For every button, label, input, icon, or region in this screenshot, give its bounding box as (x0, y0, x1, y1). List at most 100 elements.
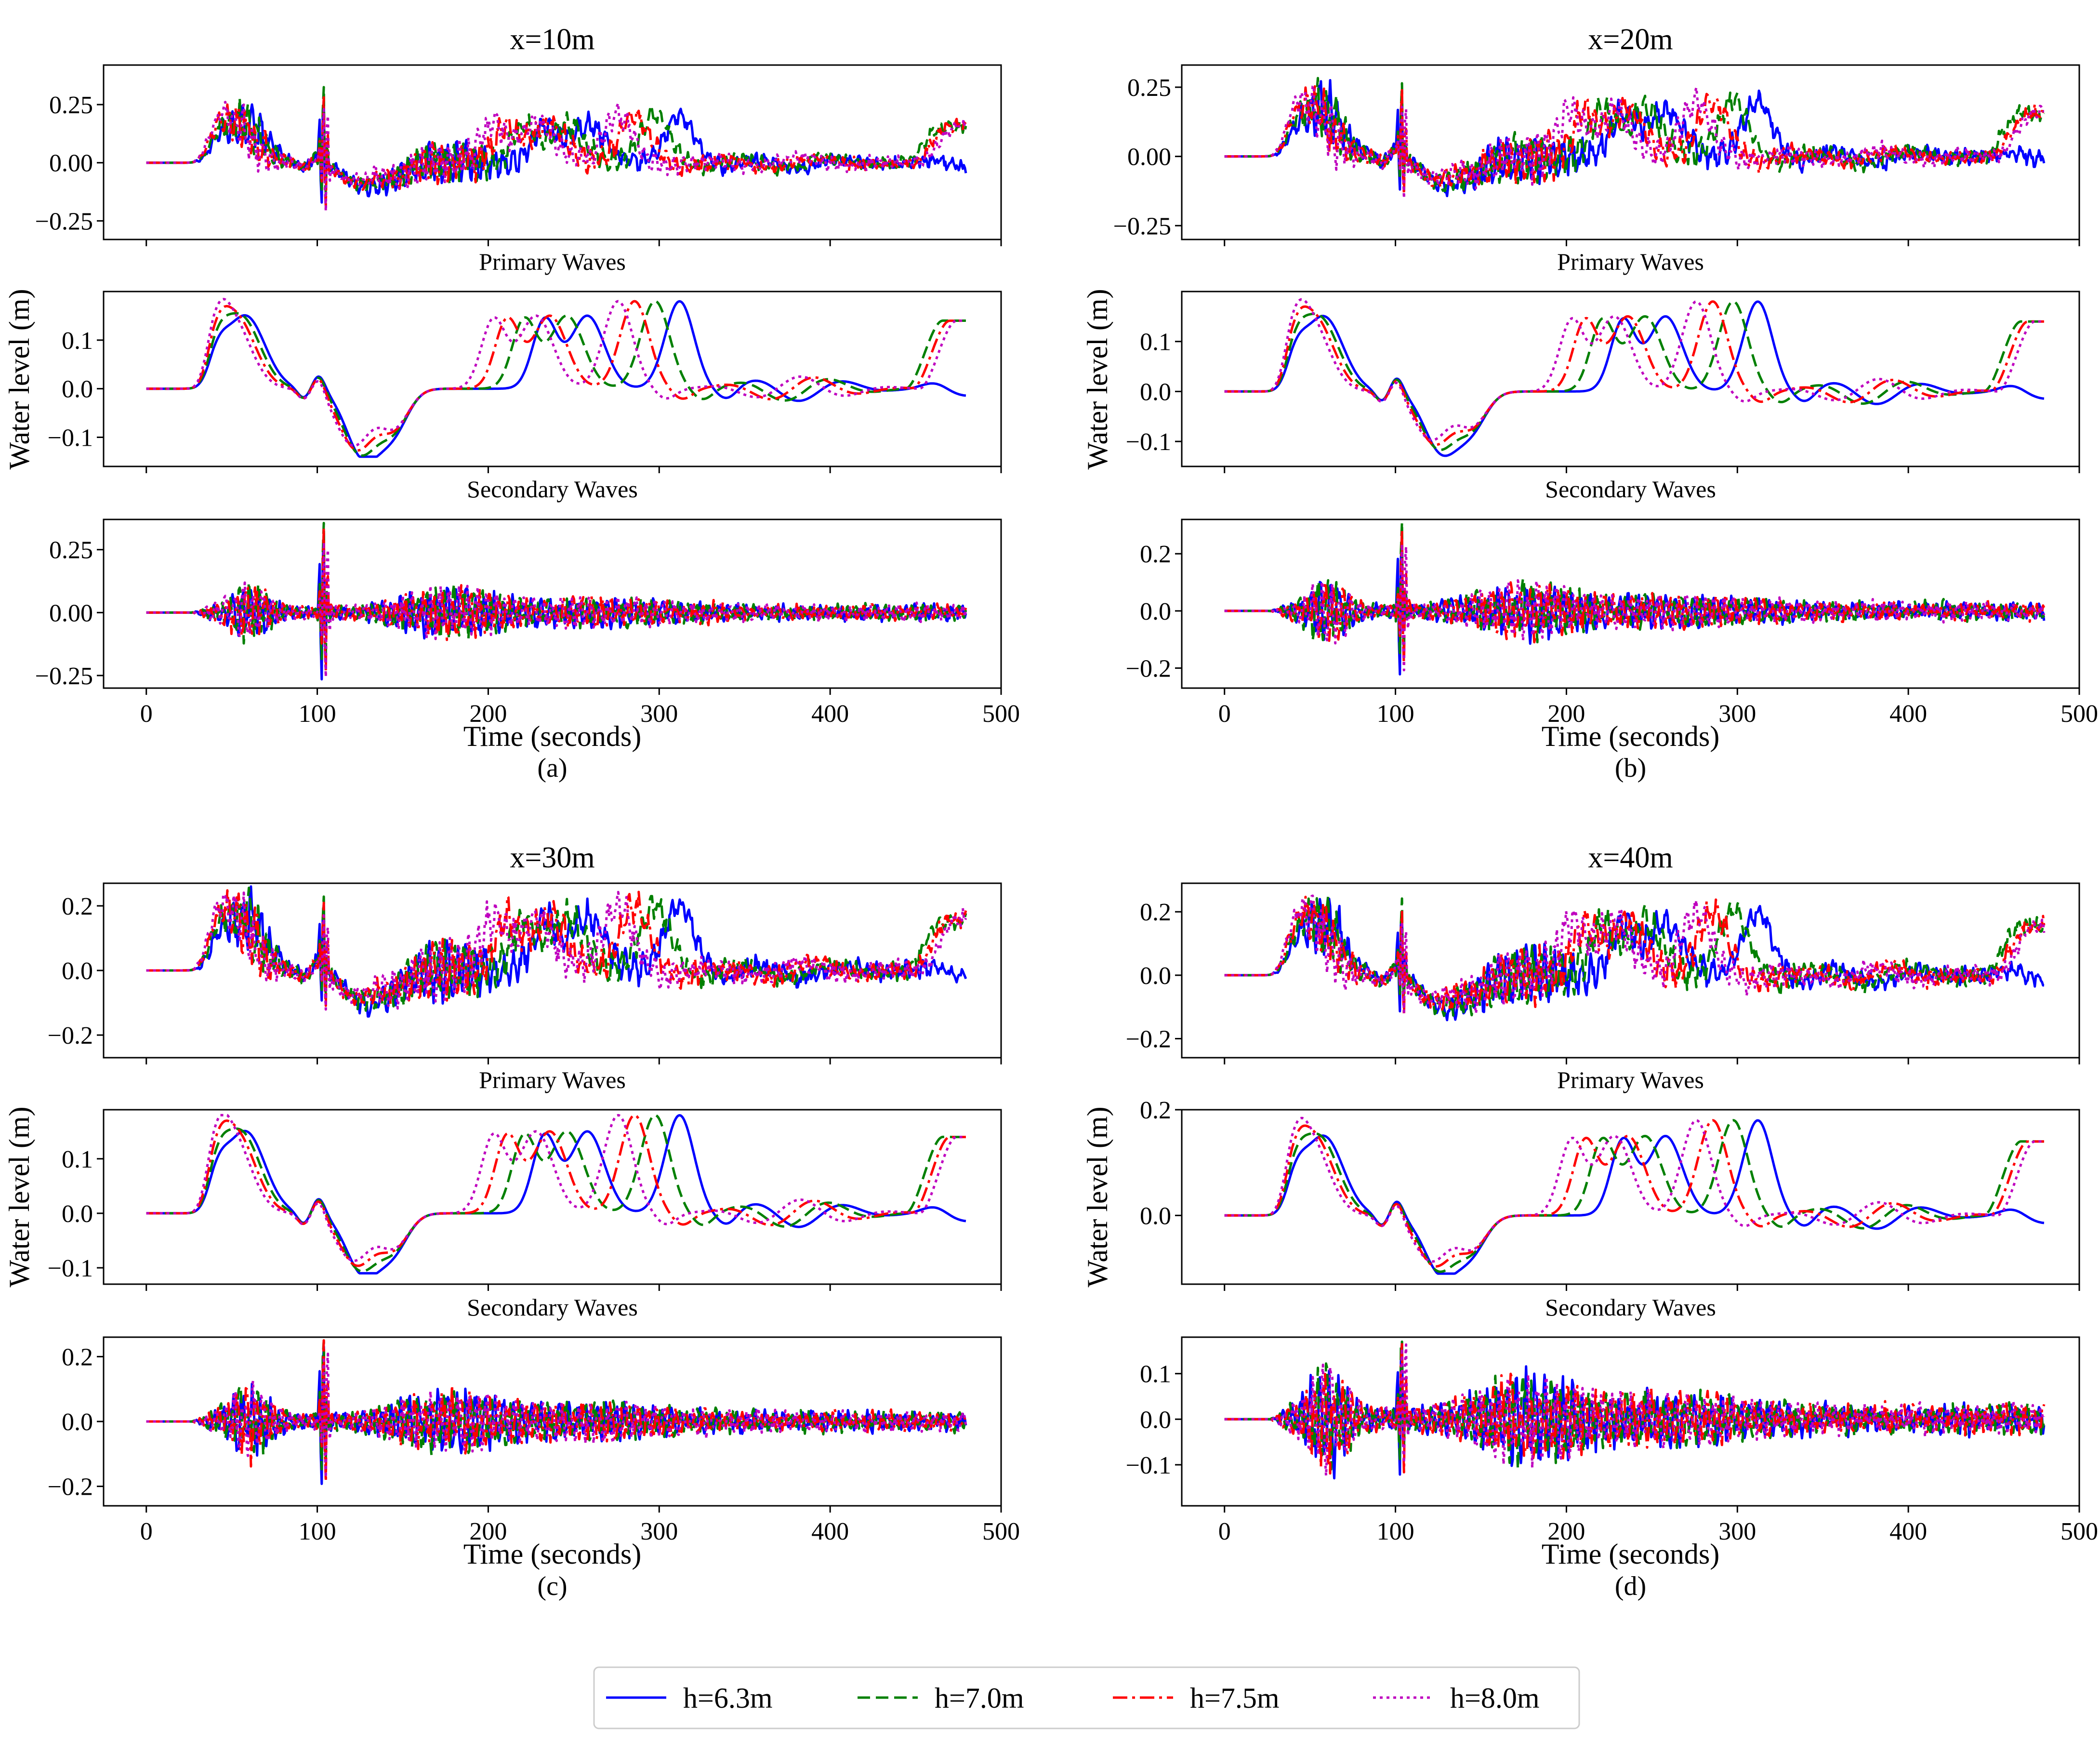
y-axis-label: Water level (m) (1082, 289, 1113, 470)
subplot-primary: Primary Waves −0.1 0.0 0.1 (1126, 248, 2080, 473)
y-tick-label: 0.2 (1140, 1097, 1171, 1124)
y-tick-label: 0.1 (1140, 1361, 1171, 1388)
series-line-h=8.0m (1224, 894, 2046, 1015)
x-tick-label: 0 (140, 1518, 153, 1545)
series-line-h=7.5m (146, 889, 967, 1007)
subplot-subtitle: Primary Waves (1557, 1066, 1704, 1093)
legend-label: h=7.5m (1190, 1682, 1280, 1714)
legend-label: h=8.0m (1450, 1682, 1540, 1714)
series-line-h=7.0m (146, 887, 967, 1012)
y-tick-label: 0.00 (49, 599, 93, 627)
y-tick-label: 0.2 (1140, 541, 1171, 568)
series-line-h=7.5m (1224, 1119, 2045, 1268)
subplot-subtitle: Secondary Waves (467, 1294, 638, 1321)
y-tick-label: −0.25 (35, 208, 93, 235)
x-tick-label: 400 (1889, 1518, 1927, 1545)
series-line-h=7.0m (146, 300, 966, 457)
panel-title: x=20m (1588, 23, 1673, 56)
legend-entry: h=7.5m (1113, 1682, 1280, 1714)
x-tick-label: 500 (2060, 1518, 2098, 1545)
x-tick-label: 100 (1377, 700, 1414, 728)
series-line-h=7.5m (1224, 1341, 2046, 1475)
series-line-h=8.0m (146, 101, 967, 213)
legend-label: h=6.3m (683, 1682, 773, 1714)
series-line-h=8.0m (146, 890, 967, 1011)
y-tick-label: −0.2 (1126, 655, 1171, 682)
panel-caption: (c) (537, 1571, 567, 1601)
y-tick-label: −0.1 (48, 425, 93, 452)
x-tick-label: 0 (1218, 700, 1231, 728)
y-tick-label: 0.0 (1140, 378, 1171, 406)
panel-caption: (d) (1615, 1571, 1646, 1601)
series-line-h=7.5m (1224, 85, 2045, 196)
subplot-secondary: Secondary Waves −0.2 0.0 0.2 0 100 200 300 400 50… (1126, 476, 2098, 728)
x-tick-label: 300 (1718, 700, 1756, 728)
y-tick-label: 0.2 (62, 1343, 93, 1371)
series-line-h=7.0m (1224, 521, 2046, 654)
series-group (146, 1339, 967, 1485)
legend-entry: h=6.3m (606, 1682, 773, 1714)
x-tick-label: 500 (982, 700, 1020, 728)
plot-frame (103, 518, 1002, 689)
y-tick-label: −0.2 (48, 1022, 93, 1049)
series-group (146, 522, 967, 681)
y-tick-label: 0.25 (49, 537, 93, 564)
x-tick-label: 300 (640, 700, 678, 728)
subplot-subtitle: Secondary Waves (467, 476, 638, 503)
x-tick-label: 200 (469, 700, 507, 728)
legend-frame (593, 1666, 1580, 1729)
x-tick-label: 300 (1718, 1518, 1756, 1545)
series-group (1224, 1116, 2045, 1275)
panel-a: x=10m −0.25 0.00 0.25 Primary Waves −0.1 0.0 0.… (3, 23, 1020, 783)
series-group (146, 1114, 966, 1275)
series-line-h=7.0m (146, 1114, 966, 1273)
series-line-h=6.3m (1224, 300, 2045, 457)
x-axis-label: Time (seconds) (1542, 720, 1719, 752)
subplot-primary: Primary Waves −0.1 0.0 0.1 (48, 248, 1002, 473)
subplot-total: −0.2 0.0 0.2 (1126, 882, 2080, 1064)
series-line-h=7.5m (146, 1114, 966, 1267)
series-line-h=7.5m (146, 527, 967, 673)
series-line-h=6.3m (146, 1114, 966, 1275)
plot-frame (1181, 291, 2080, 467)
series-line-h=8.0m (146, 298, 966, 447)
series-line-h=7.5m (146, 96, 967, 208)
panel-d: x=40m −0.2 0.0 0.2 Primary Waves 0.0 0.2 Second… (1082, 841, 2098, 1601)
y-tick-label: 0.00 (49, 150, 93, 177)
y-tick-label: 0.0 (62, 376, 93, 403)
y-tick-label: 0.2 (1140, 899, 1171, 926)
panel-c: x=30m −0.2 0.0 0.2 Primary Waves −0.1 0.0 0.1 Se… (3, 841, 1020, 1601)
panel-caption: (a) (537, 753, 567, 783)
y-tick-label: 0.2 (62, 893, 93, 920)
subplot-total: −0.25 0.00 0.25 (35, 64, 1002, 246)
x-axis-label: Time (seconds) (463, 720, 641, 752)
x-tick-label: 200 (1547, 1518, 1585, 1545)
y-tick-label: 0.1 (62, 1146, 93, 1173)
subplot-subtitle: Primary Waves (479, 1066, 626, 1093)
y-tick-label: 0.0 (1140, 1202, 1171, 1230)
subplot-total: −0.2 0.0 0.2 (48, 882, 1002, 1064)
series-group (146, 86, 967, 213)
series-line-h=7.0m (1224, 300, 2045, 452)
series-line-h=7.0m (1224, 1119, 2045, 1273)
y-tick-label: −0.2 (48, 1474, 93, 1501)
series-line-h=7.0m (146, 522, 967, 660)
y-tick-label: 0.00 (1127, 144, 1171, 171)
series-group (1224, 77, 2046, 200)
y-tick-label: 0.1 (1140, 329, 1171, 356)
series-group (1224, 1341, 2046, 1480)
subplot-total: −0.25 0.00 0.25 (1113, 64, 2080, 246)
series-line-h=8.0m (146, 1114, 966, 1262)
subplot-subtitle: Primary Waves (479, 248, 626, 275)
plot-frame (1181, 1109, 2080, 1285)
y-tick-label: 0.25 (49, 92, 93, 119)
subplot-subtitle: Secondary Waves (1545, 476, 1716, 503)
plot-frame (1181, 882, 2080, 1059)
plot-frame (103, 64, 1002, 240)
y-tick-label: −0.25 (35, 663, 93, 690)
x-tick-label: 0 (1218, 1518, 1231, 1545)
legend: h=6.3m h=7.0m h=7.5m h=8.0m (593, 1666, 1580, 1729)
x-tick-label: 200 (469, 1518, 507, 1545)
